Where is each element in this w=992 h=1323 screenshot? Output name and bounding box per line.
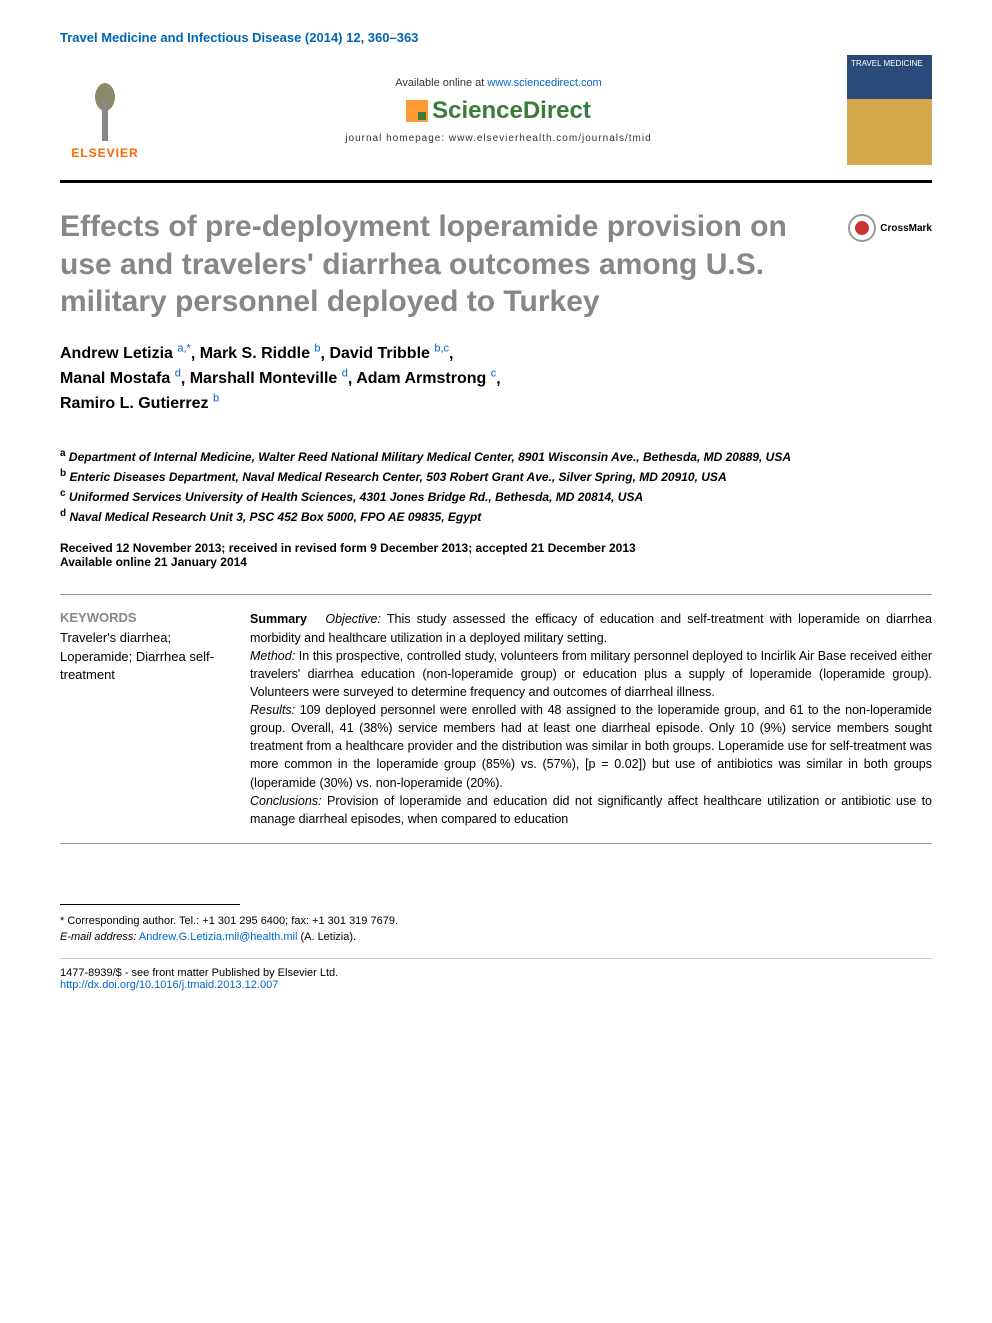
- affiliation: b Enteric Diseases Department, Naval Med…: [60, 466, 932, 486]
- author: Mark S. Riddle b: [200, 345, 321, 362]
- article-dates: Received 12 November 2013; received in r…: [60, 541, 932, 569]
- doi-link[interactable]: http://dx.doi.org/10.1016/j.tmaid.2013.1…: [60, 979, 932, 991]
- crossmark-label: CrossMark: [880, 223, 932, 234]
- keywords-box: KEYWORDS Traveler's diarrhea; Loperamide…: [60, 610, 220, 828]
- sciencedirect-icon: [406, 100, 428, 122]
- author: Marshall Monteville d: [190, 370, 348, 387]
- email-label: E-mail address:: [60, 931, 136, 943]
- issn-text: 1477-8939/$ - see front matter Published…: [60, 967, 932, 979]
- affiliation: d Naval Medical Research Unit 3, PSC 452…: [60, 506, 932, 526]
- corresponding-author: * Corresponding author. Tel.: +1 301 295…: [60, 913, 932, 946]
- author-list: Andrew Letizia a,*, Mark S. Riddle b, Da…: [60, 341, 932, 417]
- cover-title: TRAVEL MEDICINE: [851, 59, 923, 68]
- publisher-banner: ELSEVIER Available online at www.science…: [60, 55, 932, 183]
- crossmark-badge[interactable]: CrossMark: [848, 214, 932, 242]
- copyright-block: 1477-8939/$ - see front matter Published…: [60, 958, 932, 991]
- abstract-section: KEYWORDS Traveler's diarrhea; Loperamide…: [60, 594, 932, 844]
- objective-label: Objective:: [325, 612, 381, 626]
- results-text: 109 deployed personnel were enrolled wit…: [250, 703, 932, 790]
- affiliations-list: a Department of Internal Medicine, Walte…: [60, 446, 932, 526]
- journal-cover-thumbnail[interactable]: TRAVEL MEDICINE: [847, 55, 932, 165]
- available-online-text: Available online at www.sciencedirect.co…: [150, 77, 847, 89]
- keywords-heading: KEYWORDS: [60, 610, 220, 625]
- author: Ramiro L. Gutierrez b: [60, 395, 219, 412]
- elsevier-logo[interactable]: ELSEVIER: [60, 60, 150, 160]
- author: Andrew Letizia a,*: [60, 345, 191, 362]
- article-title: Effects of pre-deployment loperamide pro…: [60, 208, 810, 321]
- method-text: In this prospective, controlled study, v…: [250, 649, 932, 699]
- footnote-separator: [60, 904, 240, 905]
- author: Adam Armstrong c: [356, 370, 496, 387]
- abstract-body: Summary Objective: This study assessed t…: [250, 610, 932, 828]
- conclusions-text: Provision of loperamide and education di…: [250, 794, 932, 826]
- conclusions-label: Conclusions:: [250, 794, 322, 808]
- corresponding-contact: * Corresponding author. Tel.: +1 301 295…: [60, 913, 932, 930]
- sciencedirect-text: ScienceDirect: [432, 97, 591, 125]
- author: David Tribble b,c: [329, 345, 449, 362]
- online-date: Available online 21 January 2014: [60, 555, 932, 569]
- affiliation: c Uniformed Services University of Healt…: [60, 486, 932, 506]
- results-label: Results:: [250, 703, 295, 717]
- author: Manal Mostafa d: [60, 370, 181, 387]
- email-suffix: (A. Letizia).: [300, 931, 356, 943]
- banner-center: Available online at www.sciencedirect.co…: [150, 77, 847, 144]
- journal-homepage: journal homepage: www.elsevierhealth.com…: [150, 133, 847, 144]
- received-date: Received 12 November 2013; received in r…: [60, 541, 932, 555]
- keywords-list: Traveler's diarrhea; Loperamide; Diarrhe…: [60, 629, 220, 684]
- summary-label: Summary: [250, 612, 307, 626]
- method-label: Method:: [250, 649, 295, 663]
- sciencedirect-logo[interactable]: ScienceDirect: [150, 97, 847, 125]
- available-prefix: Available online at: [395, 77, 487, 89]
- crossmark-icon: [848, 214, 876, 242]
- elsevier-label: ELSEVIER: [71, 146, 138, 160]
- elsevier-tree-icon: [70, 76, 140, 146]
- sciencedirect-url[interactable]: www.sciencedirect.com: [487, 77, 601, 89]
- journal-reference: Travel Medicine and Infectious Disease (…: [60, 30, 932, 45]
- affiliation: a Department of Internal Medicine, Walte…: [60, 446, 932, 466]
- corresponding-email[interactable]: Andrew.G.Letizia.mil@health.mil: [139, 931, 298, 943]
